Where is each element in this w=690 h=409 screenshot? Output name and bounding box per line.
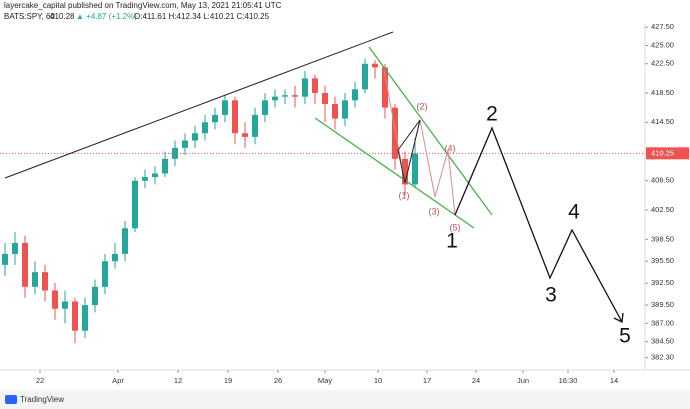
candle-body (212, 114, 218, 123)
candle-body (32, 272, 38, 287)
y-tick-label: 425.00 (651, 40, 674, 49)
y-tick-label: 382.30 (651, 353, 674, 362)
candle-body (12, 242, 18, 254)
candle-body (22, 242, 28, 287)
wave-number: 5 (619, 325, 631, 348)
change: ▲ +4.87 (+1.2%) (76, 12, 137, 21)
candle-body (52, 290, 58, 309)
candle-body (202, 122, 208, 134)
candle-body (342, 100, 348, 119)
wave-label: (5) (450, 222, 461, 232)
candle-body (72, 301, 78, 331)
wave-label: (4) (445, 143, 456, 153)
x-tick-label: 16:30 (559, 376, 578, 385)
candle-body (402, 158, 408, 185)
wave-number: 3 (545, 284, 557, 307)
candle-body (392, 107, 398, 159)
candle-body (272, 96, 278, 101)
wave-label: (1) (399, 190, 410, 200)
x-tick-label: Jun (517, 376, 529, 385)
wave-label: (3) (429, 206, 440, 216)
wave-label: (2) (417, 101, 428, 111)
wave-number: 2 (486, 103, 498, 126)
candle-body (2, 253, 8, 265)
publisher: layercake_capital published on TradingVi… (4, 1, 282, 10)
last-price-tag (646, 147, 689, 160)
candle-body (362, 63, 368, 90)
arrow-head (613, 312, 624, 323)
candle-body (122, 228, 128, 254)
x-tick-label: 17 (423, 376, 431, 385)
candle-body (382, 67, 388, 108)
symbol: BATS:SPY, 60 (4, 12, 55, 21)
y-tick-label: 398.50 (651, 234, 674, 243)
candle-body (132, 180, 138, 229)
candle-body (412, 153, 418, 185)
x-tick-label: Apr (112, 376, 124, 385)
triangle (397, 119, 421, 184)
y-tick-label: 384.50 (651, 337, 674, 346)
x-tick-label: 22 (36, 376, 44, 385)
candle-body (82, 305, 88, 331)
y-tick-label: 406.50 (651, 176, 674, 185)
wave-number: 1 (446, 230, 458, 253)
y-tick-label: 387.00 (651, 318, 674, 327)
y-tick-label: 422.50 (651, 59, 674, 68)
candle-body (322, 92, 328, 104)
y-tick-label: 414.50 (651, 117, 674, 126)
wave-number: 4 (568, 201, 580, 224)
x-tick-label: May (318, 376, 332, 385)
logo-icon (5, 395, 17, 404)
y-tick-label: 427.50 (651, 22, 674, 31)
y-tick-label: 395.50 (651, 256, 674, 265)
footer (0, 390, 690, 409)
channel-line (314, 117, 475, 229)
x-tick-label: 10 (374, 376, 382, 385)
y-tick-label: 392.50 (651, 278, 674, 287)
candle-body (192, 133, 198, 141)
ohlc: O:411.61 H:412.34 L:410.21 C:410.25 (134, 12, 270, 21)
candle-body (162, 158, 168, 174)
x-tick-label: 19 (224, 376, 232, 385)
candle-body (102, 261, 108, 287)
trend-line (4, 31, 394, 179)
candle-body (112, 253, 118, 262)
candle-body (242, 133, 248, 137)
channel-line (368, 46, 493, 216)
last-price-label: 410.25 (651, 148, 674, 157)
candle-body (152, 173, 158, 178)
candle-body (312, 78, 318, 93)
candle-body (262, 100, 268, 115)
candle-body (282, 95, 288, 97)
candle-body (92, 286, 98, 306)
candle-body (302, 78, 308, 97)
candle-body (372, 63, 378, 68)
candle-body (222, 100, 228, 115)
x-tick-label: 24 (472, 376, 480, 385)
candle-body (232, 100, 238, 134)
candle-body (62, 301, 68, 309)
last: 410.28 (50, 12, 75, 21)
candle-body (142, 177, 148, 181)
y-tick-label: 418.50 (651, 88, 674, 97)
candle-body (352, 89, 358, 101)
logo-text[interactable]: TradingView (20, 395, 64, 404)
candle-body (182, 140, 188, 148)
y-tick-label: 389.50 (651, 300, 674, 309)
candle-body (42, 272, 48, 291)
candle-body (332, 103, 338, 119)
drawings (4, 31, 624, 323)
candle-body (292, 95, 298, 97)
x-tick-label: 12 (174, 376, 182, 385)
plot: 427.50 425.00 422.50 418.50 414.50 406.50 402.… (0, 22, 689, 385)
y-tick-label: 402.50 (651, 205, 674, 214)
candle-body (252, 114, 258, 137)
projection (454, 126, 623, 323)
x-tick-label: 26 (274, 376, 282, 385)
x-tick-label: 14 (610, 376, 618, 385)
